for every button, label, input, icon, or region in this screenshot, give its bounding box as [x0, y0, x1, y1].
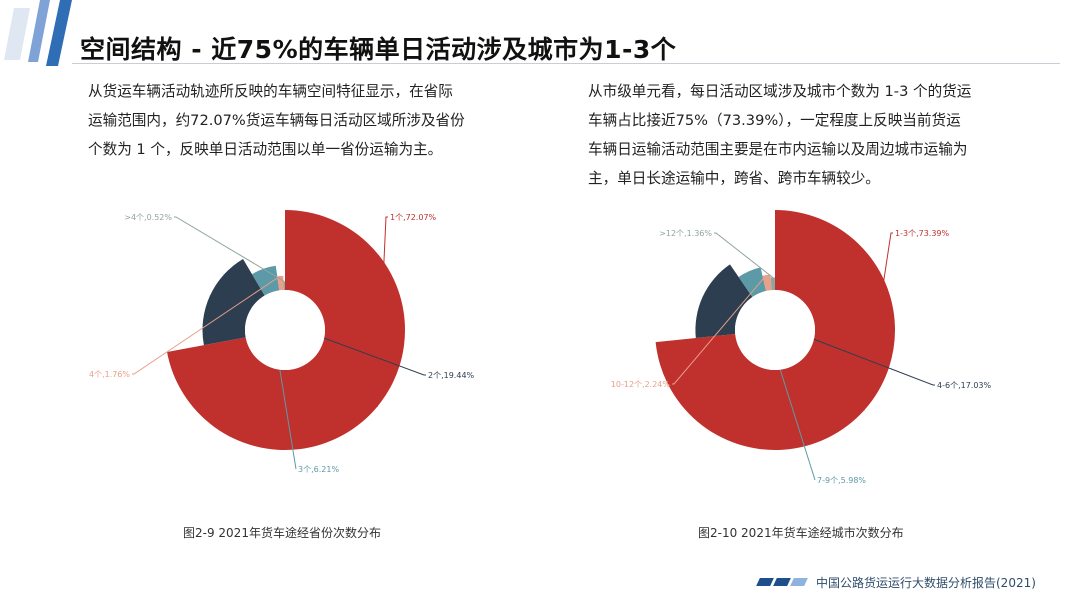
slice-label: >4个,0.52% — [124, 213, 172, 222]
right-description-line: 车辆日运输活动范围主要是在市内运输以及周边城市运输为 — [588, 141, 968, 158]
slice-label: >12个,1.36% — [659, 229, 712, 238]
left-description-line: 个数为 1 个，反映单日活动范围以单一省份运输为主。 — [88, 141, 443, 158]
slice-label: 7-9个,5.98% — [817, 476, 866, 485]
left-description: 从货运车辆活动轨迹所反映的车辆空间特征显示，在省际 运输范围内，约72.07%货… — [88, 77, 508, 164]
slice-label: 1个,72.07% — [390, 213, 437, 222]
leader-line — [863, 232, 893, 411]
title-divider — [72, 63, 1060, 64]
leader-line — [376, 216, 388, 407]
city-rose-chart: 1-3个,73.39% 4-6个,17.03% 7-9个,5.98% 10-12个,2… — [575, 185, 1015, 505]
slice-label: 3个,6.21% — [298, 465, 339, 474]
rose-slice — [655, 210, 895, 451]
left-description-line: 从货运车辆活动轨迹所反映的车辆空间特征显示，在省际 — [88, 83, 453, 100]
chart-caption-city: 图2-10 2021年货车途经城市次数分布 — [698, 526, 904, 540]
slice-label: 10-12个,2.24% — [611, 380, 671, 389]
leader-line — [714, 232, 774, 278]
province-rose-chart: 1个,72.07% 2个,19.44% 3个,6.21% 4个,1.76% >4个,0.… — [70, 185, 520, 505]
slice-label: 4-6个,17.03% — [937, 381, 992, 390]
rose-slice — [283, 281, 285, 291]
chart-caption-province: 图2-9 2021年货车途经省份次数分布 — [183, 526, 381, 540]
rose-center-hole — [735, 290, 815, 370]
rose-slice — [277, 275, 284, 291]
header-decoration — [0, 0, 90, 70]
leader-line — [132, 275, 281, 375]
rose-slice — [770, 277, 775, 291]
footer-report-title: 中国公路货运运行大数据分析报告(2021) — [816, 575, 1036, 590]
right-description-line: 主，单日长途运输中，跨省、跨市车辆较少。 — [588, 170, 880, 187]
rose-center-hole — [245, 290, 325, 370]
right-description-line: 从市级单元看，每日活动区域涉及城市个数为 1-3 个的货运 — [588, 83, 972, 100]
footer: 中国公路货运运行大数据分析报告(2021) — [756, 574, 1036, 590]
slice-label: 1-3个,73.39% — [895, 229, 950, 238]
rose-slice — [167, 210, 405, 450]
footer-logo-mark — [756, 578, 808, 586]
left-description-line: 运输范围内，约72.07%货运车辆每日活动区域所涉及省份 — [88, 112, 465, 129]
leader-line — [672, 274, 767, 385]
slice-label: 2个,19.44% — [428, 371, 475, 380]
right-description: 从市级单元看，每日活动区域涉及城市个数为 1-3 个的货运 车辆占比接近75%（… — [588, 77, 1018, 193]
page-title: 空间结构 - 近75%的车辆单日活动涉及城市为1-3个 — [80, 35, 677, 64]
right-description-line: 车辆占比接近75%（73.39%），一定程度上反映当前货运 — [588, 112, 961, 129]
rose-slice — [202, 258, 265, 346]
slice-label: 4个,1.76% — [89, 370, 130, 379]
rose-slice — [695, 264, 753, 339]
rose-slice — [762, 274, 772, 292]
leader-line — [174, 216, 285, 282]
